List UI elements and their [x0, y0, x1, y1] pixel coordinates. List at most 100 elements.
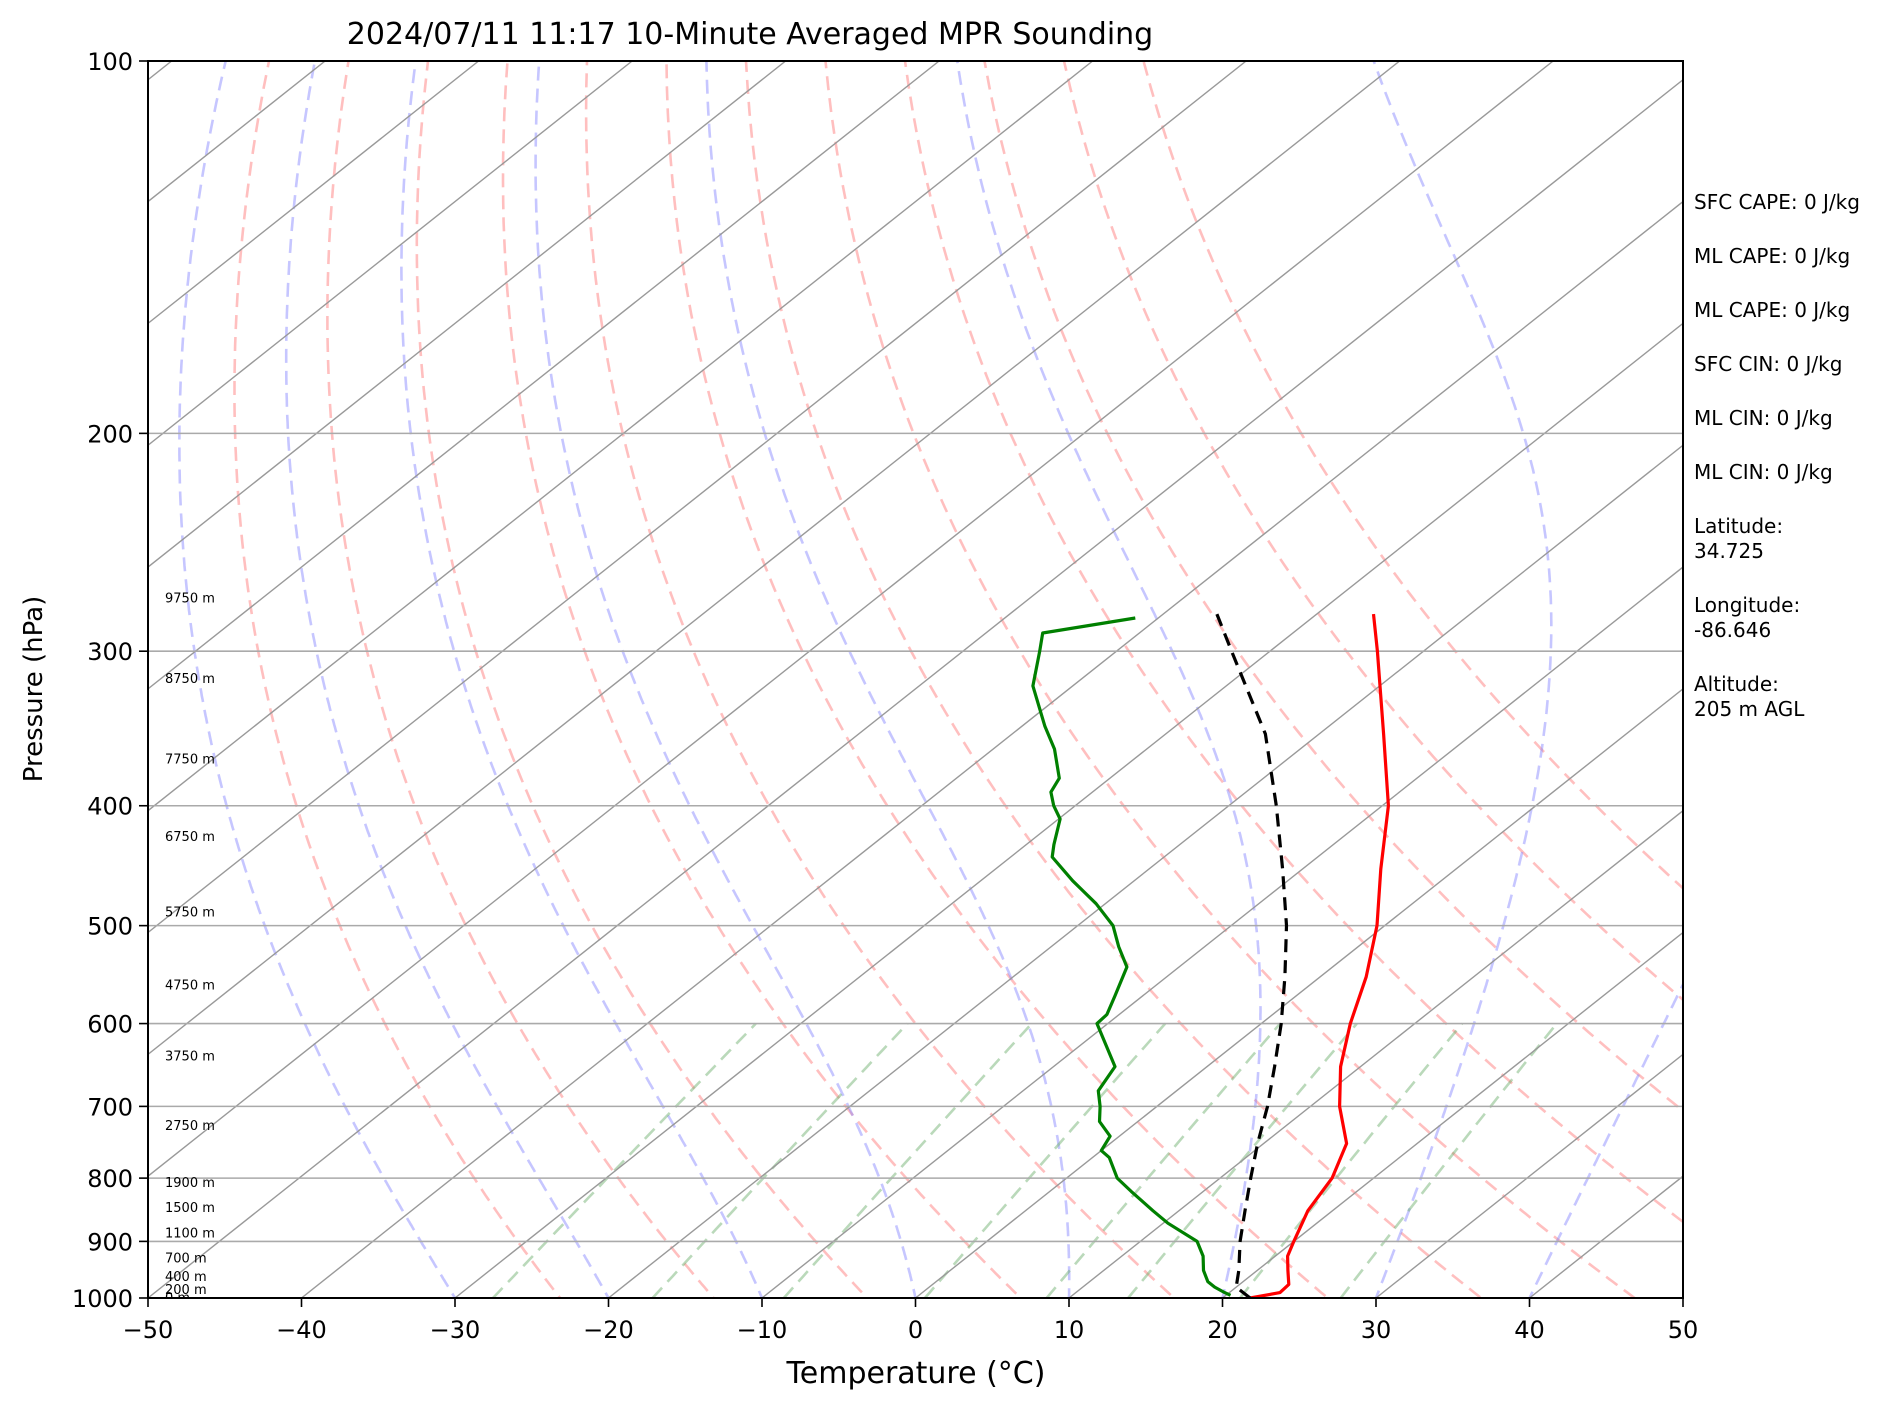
isotherm-line [148, 61, 480, 325]
x-tick-label: 40 [1514, 1316, 1545, 1344]
moist-adiabat-line [1528, 981, 1683, 1298]
y-tick-label: 200 [87, 420, 133, 448]
annotation-text: -86.646 [1694, 618, 1771, 642]
annotation-text: ML CAPE: 0 J/kg [1694, 298, 1850, 322]
isotherm-line [1222, 931, 1683, 1298]
y-axis: 100 200 300 400 500 600 700 800 900 1000 [72, 48, 148, 1313]
mixing-ratio-line [651, 1022, 909, 1298]
annotation-text: 34.725 [1694, 539, 1764, 563]
x-tick-label: −30 [430, 1316, 481, 1344]
y-tick-label: 900 [87, 1228, 133, 1256]
y-tick-label: 600 [87, 1011, 133, 1039]
plot-frame [147, 60, 1684, 1299]
x-tick-label: 10 [1054, 1316, 1085, 1344]
isotherm-line [454, 322, 1683, 1298]
isotherm-line [608, 444, 1683, 1298]
x-axis-label: Temperature (°C) [786, 1356, 1046, 1391]
dry-adiabat-line [326, 61, 716, 1298]
x-tick-label: 20 [1207, 1316, 1238, 1344]
x-tick-label: 50 [1668, 1316, 1699, 1344]
annotation-text: 205 m AGL [1694, 697, 1805, 721]
isotherm-line [148, 78, 1683, 1298]
height-label: 6750 m [165, 830, 215, 845]
x-tick-label: −40 [276, 1316, 327, 1344]
y-tick-label: 100 [87, 48, 133, 76]
isotherm-line [1068, 809, 1683, 1298]
annotation-text: ML CIN: 0 J/kg [1694, 406, 1833, 430]
dry-adiabat-line [1062, 61, 1683, 1002]
height-label: 8750 m [165, 672, 215, 687]
dry-adiabat-line [233, 61, 562, 1298]
annotation-text: Altitude: [1694, 672, 1779, 696]
y-tick-label: 1000 [72, 1285, 133, 1313]
height-label: 9750 m [165, 592, 215, 607]
y-axis-label: Pressure (hPa) [19, 596, 49, 783]
x-axis: −50 −40 −30 −20 −10 0 10 20 30 40 50 [123, 1298, 1699, 1344]
isotherm-line [148, 61, 787, 568]
annotation-text: SFC CAPE: 0 J/kg [1694, 190, 1860, 214]
y-tick-label: 800 [87, 1165, 133, 1193]
dry-adiabat-line [744, 61, 1484, 1298]
isotherm-line [148, 61, 1094, 812]
dry-adiabat-line [665, 61, 1330, 1298]
temperature-profile-line [1249, 613, 1391, 1298]
mixing-ratio-line [1339, 1022, 1558, 1298]
height-label: 3750 m [165, 1050, 215, 1065]
chart-title: 2024/07/11 11:17 10-Minute Averaged MPR … [347, 17, 1153, 52]
isotherm-line [148, 61, 1401, 1056]
annotation-text: ML CAPE: 0 J/kg [1694, 244, 1850, 268]
moist-adiabat-line [956, 61, 1262, 1298]
x-tick-label: −10 [737, 1316, 788, 1344]
height-label: 1500 m [165, 1201, 215, 1216]
height-label: 1900 m [165, 1176, 215, 1191]
isotherm-line [148, 61, 1554, 1178]
moist-adiabat-line [284, 61, 610, 1298]
isotherm-line [1375, 1053, 1683, 1298]
height-label: 1100 m [165, 1227, 215, 1242]
height-label: 400 m [165, 1270, 207, 1285]
x-tick-label: −20 [583, 1316, 634, 1344]
height-label: 5750 m [165, 906, 215, 921]
dry-adiabat-line [983, 61, 1683, 1113]
x-tick-label: −50 [123, 1316, 174, 1344]
isotherm-line [148, 61, 633, 447]
isotherm-line [915, 687, 1683, 1298]
isotherm-line [148, 61, 940, 690]
annotation-text: SFC CIN: 0 J/kg [1694, 352, 1842, 376]
moist-adiabat-line [534, 61, 917, 1298]
dry-adiabat-line [824, 61, 1637, 1298]
dry-adiabat-line [903, 61, 1683, 1224]
x-tick-label: 30 [1361, 1316, 1392, 1344]
dewpoint-profile-line [1031, 616, 1232, 1297]
moist-adiabat-line [178, 61, 457, 1298]
mixing-ratio-line [782, 1022, 1033, 1298]
dry-adiabat-line [584, 61, 1177, 1298]
annotation-text: Longitude: [1694, 593, 1800, 617]
y-tick-label: 500 [87, 913, 133, 941]
moist-adiabat-line [400, 61, 764, 1298]
y-tick-label: 700 [87, 1093, 133, 1121]
isotherm-line [761, 566, 1683, 1298]
mixing-ratio-line [491, 1022, 757, 1298]
y-tick-label: 300 [87, 638, 133, 666]
parcel-profile-line [1215, 613, 1289, 1298]
annotation-text: Latitude: [1694, 514, 1783, 538]
height-label: 700 m [165, 1251, 207, 1266]
moist-adiabat-line [1372, 61, 1553, 1298]
height-label: 200 m [165, 1283, 207, 1298]
annotation-text: ML CIN: 0 J/kg [1694, 460, 1833, 484]
isotherm-line [148, 61, 1247, 934]
y-tick-label: 400 [87, 793, 133, 821]
dry-adiabat-line [1142, 61, 1683, 891]
annotations-panel: SFC CAPE: 0 J/kg ML CAPE: 0 J/kg ML CAPE: … [1694, 190, 1860, 721]
x-tick-label: 0 [908, 1316, 923, 1344]
isotherm-line [301, 200, 1683, 1298]
height-label: 7750 m [165, 752, 215, 767]
height-label: 4750 m [165, 979, 215, 994]
height-label: 0 m [165, 1291, 190, 1306]
dry-adiabat-line [415, 61, 869, 1298]
moist-adiabat-line [705, 61, 1071, 1298]
